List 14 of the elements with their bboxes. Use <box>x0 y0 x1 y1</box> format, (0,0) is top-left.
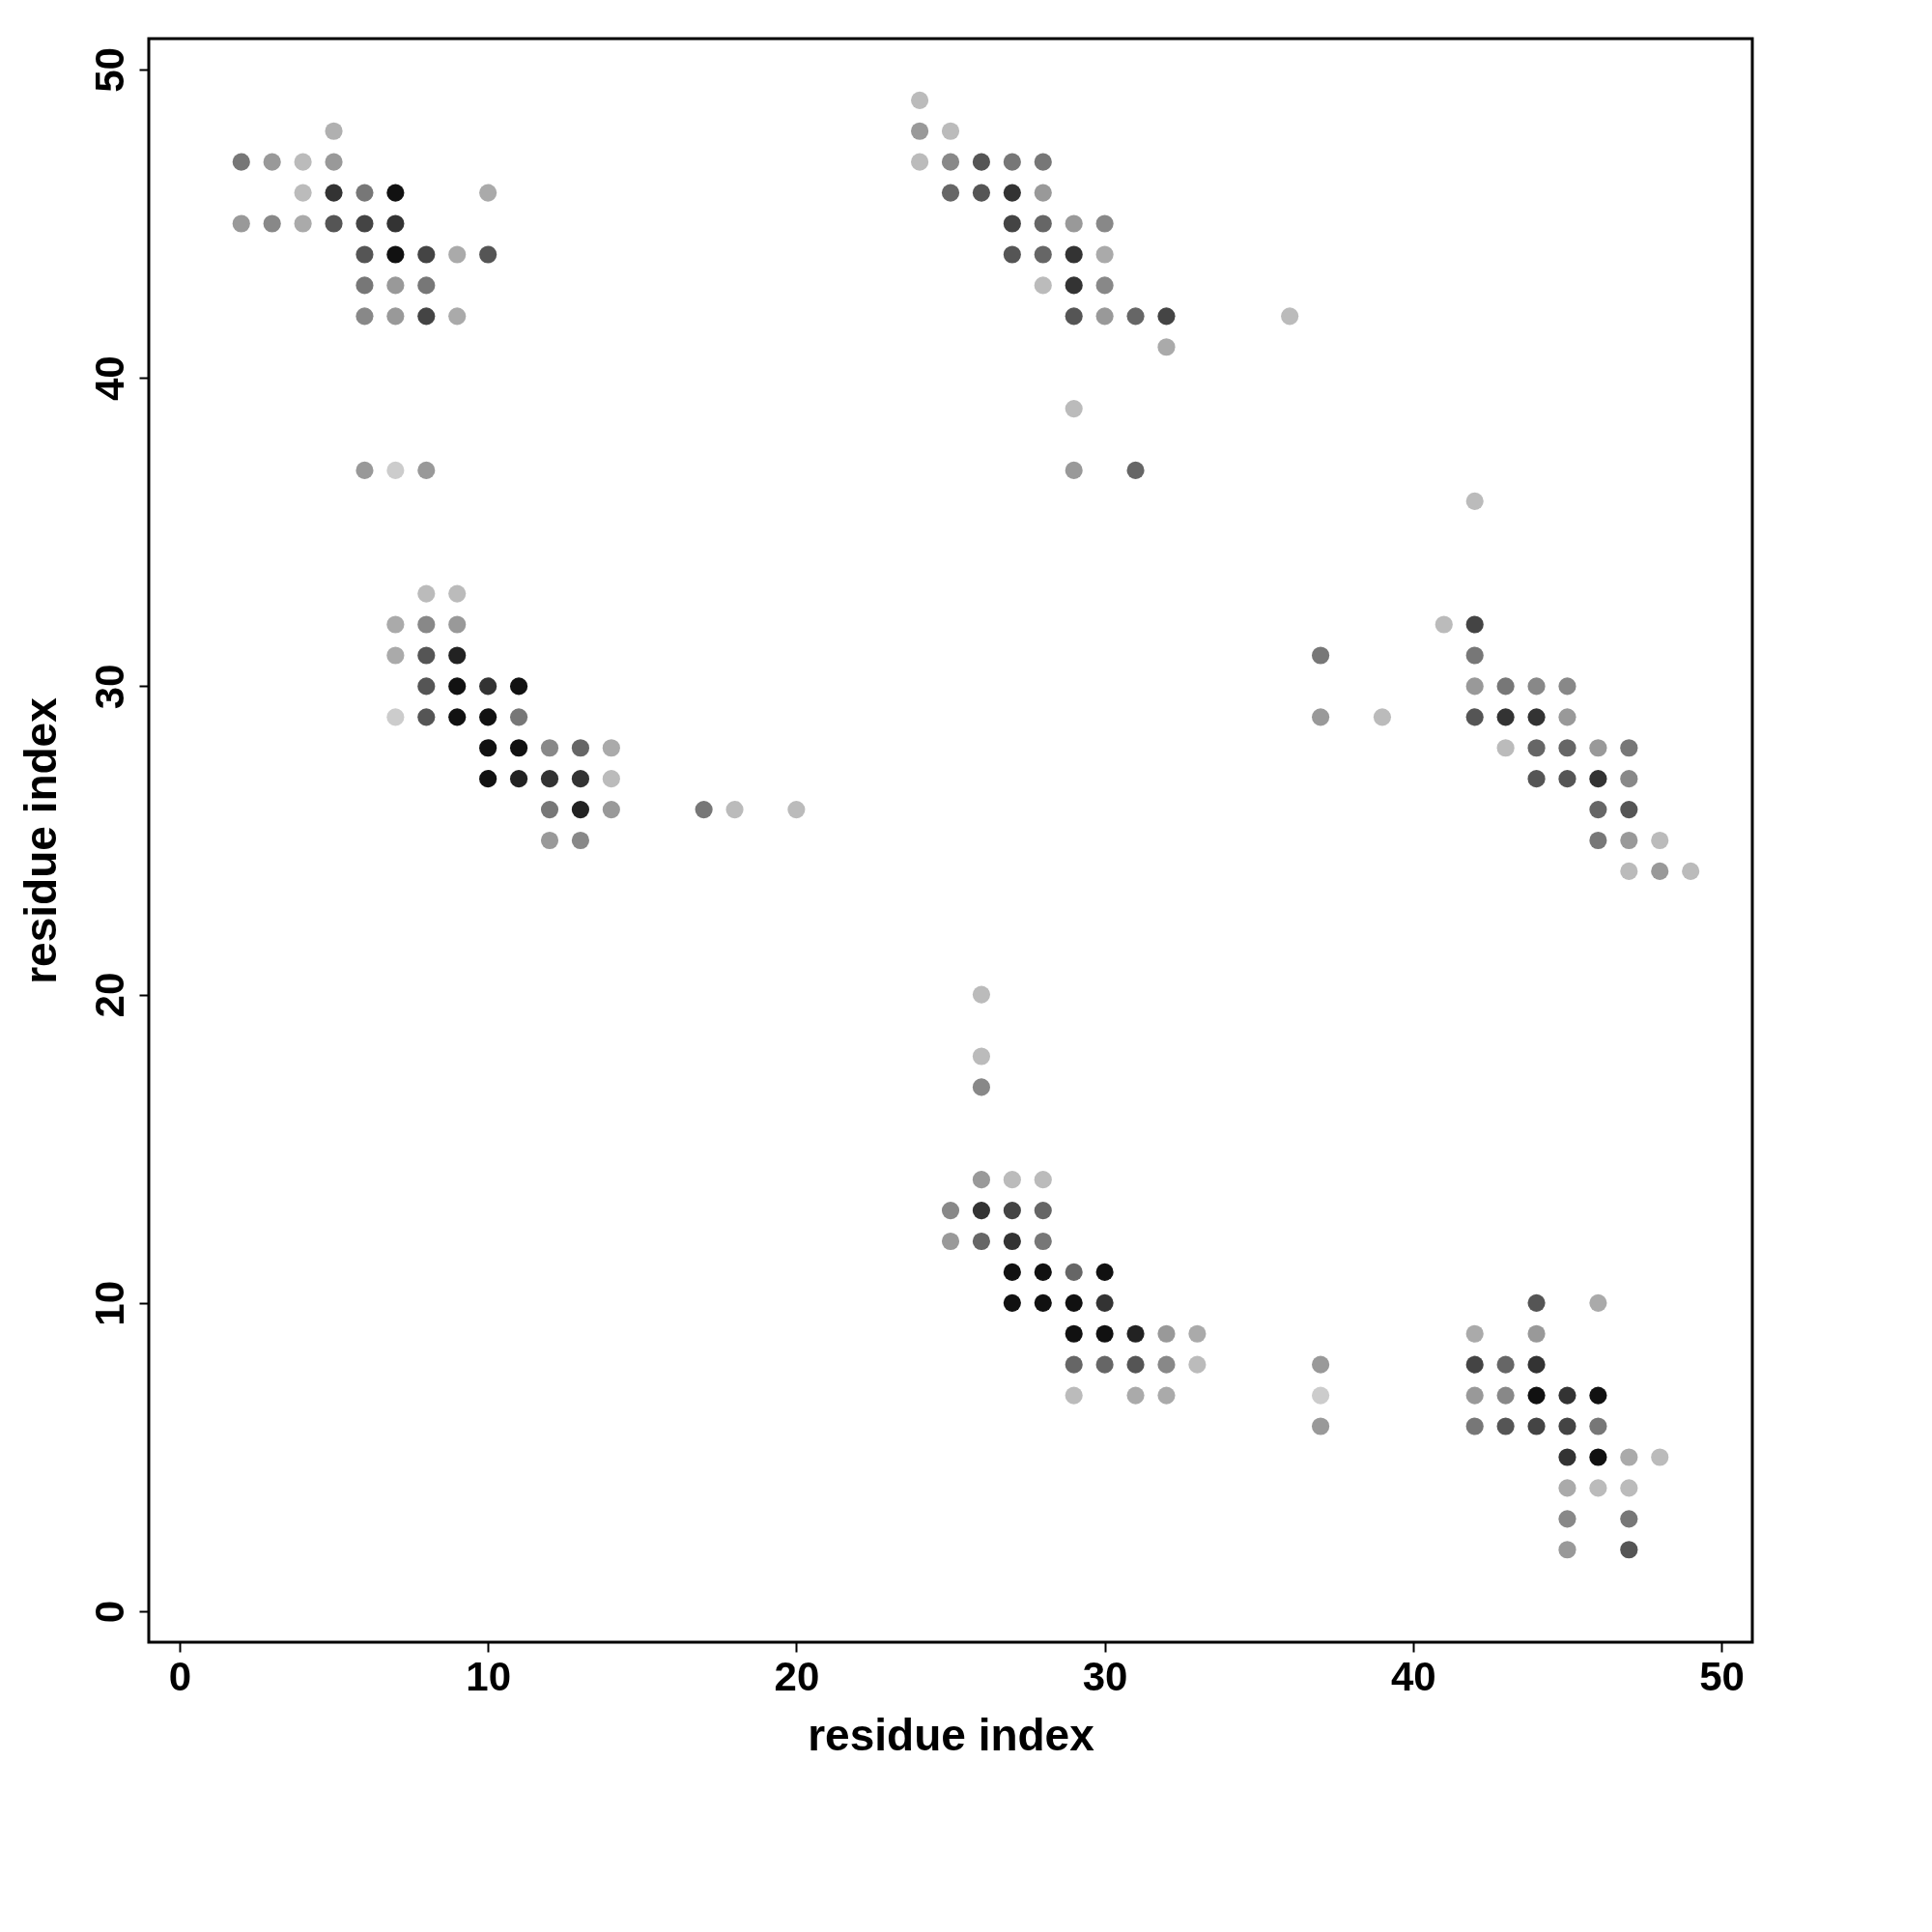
y-axis-title: residue index <box>14 696 66 984</box>
x-tick-label: 30 <box>1082 1653 1128 1699</box>
x-tick-label: 40 <box>1390 1653 1436 1699</box>
y-tick-label: 10 <box>86 1280 132 1326</box>
x-tick-label: 0 <box>168 1653 192 1699</box>
x-axis-title: residue index <box>808 1709 1095 1760</box>
y-tick-label: 20 <box>86 972 132 1018</box>
y-tick-label: 50 <box>86 47 132 93</box>
x-tick-label: 20 <box>774 1653 820 1699</box>
x-tick-label: 50 <box>1699 1653 1745 1699</box>
y-tick-label: 0 <box>86 1600 132 1624</box>
y-tick-label: 40 <box>86 355 132 402</box>
x-tick-label: 10 <box>466 1653 512 1699</box>
y-tick-label: 30 <box>86 664 132 710</box>
